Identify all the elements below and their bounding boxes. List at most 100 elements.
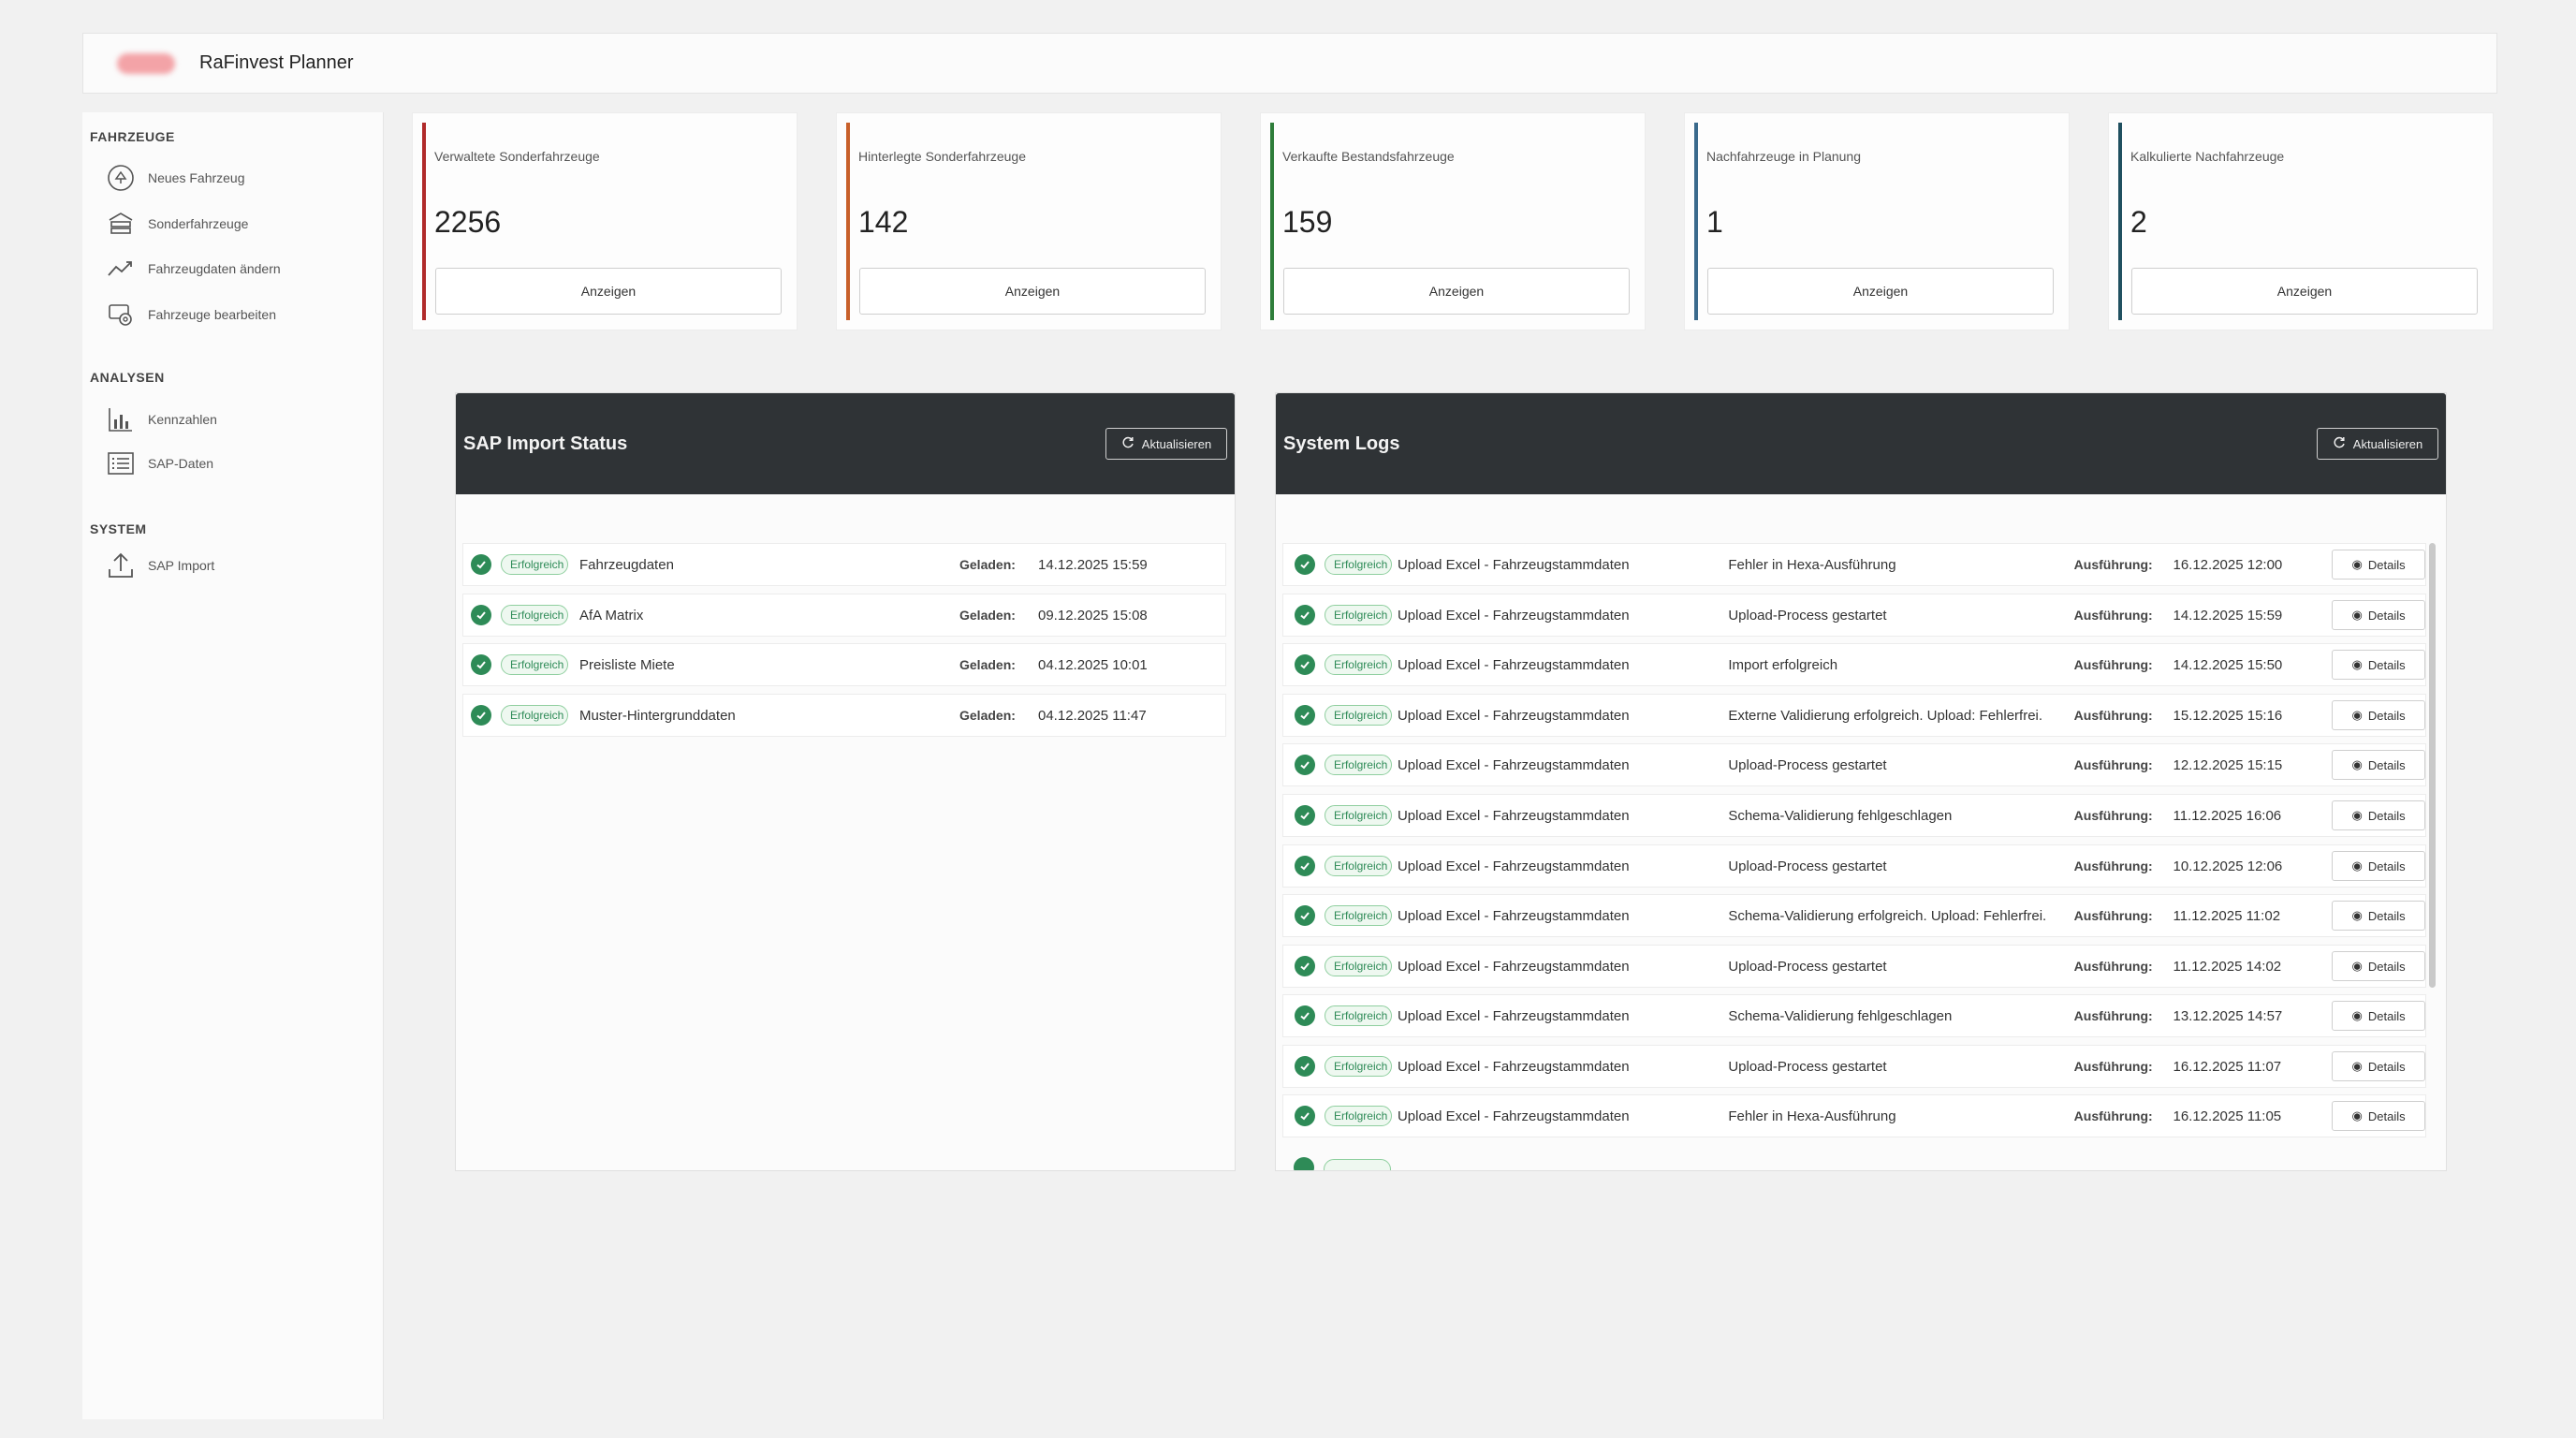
details-label: Details — [2367, 608, 2406, 623]
trend-line-icon — [105, 253, 137, 285]
card-accent-bar — [1694, 123, 1698, 320]
show-button[interactable]: Anzeigen — [2131, 268, 2478, 315]
sidebar-item-special-vehicles[interactable]: Sonderfahrzeuge — [105, 205, 376, 242]
panel-header: System Logs Aktualisieren — [1276, 393, 2446, 494]
execution-label: Ausführung: — [2073, 959, 2153, 974]
execution-date: 12.12.2025 15:15 — [2173, 756, 2283, 773]
eye-icon: ◉ — [2351, 1008, 2363, 1022]
table-row[interactable]: Erfolgreich AfA Matrix Geladen: 09.12.20… — [462, 594, 1226, 637]
details-button[interactable]: ◉ Details — [2332, 851, 2426, 881]
plus-circle-icon — [105, 162, 137, 194]
log-row[interactable]: Erfolgreich Upload Excel - Fahrzeugstamm… — [1282, 945, 2426, 988]
execution-label: Ausführung: — [2073, 1059, 2153, 1074]
card-title: Verwaltete Sonderfahrzeuge — [434, 149, 600, 164]
details-button[interactable]: ◉ Details — [2332, 1101, 2426, 1131]
show-button[interactable]: Anzeigen — [1283, 268, 1630, 315]
eye-icon: ◉ — [2351, 757, 2363, 771]
log-message: Upload-Process gestartet — [1728, 756, 1887, 773]
details-button[interactable]: ◉ Details — [2332, 700, 2426, 730]
log-message: Schema-Validierung fehlgeschlagen — [1728, 1007, 1953, 1024]
log-message: Upload-Process gestartet — [1728, 958, 1887, 975]
show-button[interactable]: Anzeigen — [435, 268, 782, 315]
sidebar-section-title: Analysen — [90, 370, 165, 385]
status-badge: Erfolgreich — [1324, 654, 1392, 675]
details-button[interactable]: ◉ Details — [2332, 800, 2426, 830]
card-value: 159 — [1282, 205, 1333, 239]
sidebar-item-label: Fahrzeuge bearbeiten — [148, 307, 276, 322]
logs-scrollbar[interactable] — [2429, 543, 2436, 988]
brand-logo[interactable] — [117, 52, 175, 74]
log-row[interactable]: Erfolgreich Upload Excel - Fahrzeugstamm… — [1282, 1045, 2426, 1088]
sidebar-item-sap-data[interactable]: SAP-Daten — [105, 445, 376, 482]
gear-car-icon — [105, 299, 137, 330]
log-job: Upload Excel - Fahrzeugstammdaten — [1397, 1007, 1630, 1024]
status-badge: Erfolgreich — [1324, 605, 1392, 625]
refresh-button[interactable]: Aktualisieren — [1105, 428, 1227, 460]
sidebar-item-change-vehicle-data[interactable]: Fahrzeugdaten ändern — [105, 250, 376, 287]
status-badge: Erfolgreich — [501, 654, 568, 675]
status-badge: Erfolgreich — [1324, 1106, 1392, 1126]
execution-date: 14.12.2025 15:59 — [2173, 607, 2283, 624]
details-button[interactable]: ◉ Details — [2332, 1001, 2426, 1031]
loaded-date: 14.12.2025 15:59 — [1038, 556, 1148, 573]
log-job: Upload Excel - Fahrzeugstammdaten — [1397, 656, 1630, 673]
loaded-label: Geladen: — [959, 557, 1016, 572]
log-row[interactable]: Erfolgreich Upload Excel - Fahrzeugstamm… — [1282, 694, 2426, 737]
details-button[interactable]: ◉ Details — [2332, 750, 2426, 780]
log-row[interactable]: Erfolgreich Upload Excel - Fahrzeugstamm… — [1282, 543, 2426, 586]
table-row[interactable]: Erfolgreich Preisliste Miete Geladen: 04… — [462, 643, 1226, 686]
sidebar-item-label: Fahrzeugdaten ändern — [148, 261, 281, 276]
loaded-label: Geladen: — [959, 708, 1016, 723]
details-button[interactable]: ◉ Details — [2332, 550, 2426, 580]
log-row[interactable]: Erfolgreich Upload Excel - Fahrzeugstamm… — [1282, 794, 2426, 837]
show-button[interactable]: Anzeigen — [1707, 268, 2054, 315]
log-message: Externe Validierung erfolgreich. Upload:… — [1728, 707, 2043, 724]
table-row[interactable]: Erfolgreich Fahrzeugdaten Geladen: 14.12… — [462, 543, 1226, 586]
eye-icon: ◉ — [2351, 1059, 2363, 1073]
log-job: Upload Excel - Fahrzeugstammdaten — [1397, 707, 1630, 724]
log-job: Upload Excel - Fahrzeugstammdaten — [1397, 958, 1630, 975]
log-row[interactable]: Erfolgreich Upload Excel - Fahrzeugstamm… — [1282, 844, 2426, 888]
details-button[interactable]: ◉ Details — [2332, 901, 2426, 931]
status-badge: Erfolgreich — [1324, 856, 1392, 876]
import-name: Fahrzeugdaten — [579, 556, 674, 573]
panel-title: SAP Import Status — [463, 433, 628, 454]
sidebar-item-kpis[interactable]: Kennzahlen — [105, 401, 376, 438]
log-row[interactable]: Erfolgreich Upload Excel - Fahrzeugstamm… — [1282, 743, 2426, 786]
details-button[interactable]: ◉ Details — [2332, 650, 2426, 680]
log-message: Import erfolgreich — [1728, 656, 1838, 673]
log-message: Schema-Validierung fehlgeschlagen — [1728, 807, 1953, 824]
execution-date: 14.12.2025 15:50 — [2173, 656, 2283, 673]
details-button[interactable]: ◉ Details — [2332, 1051, 2426, 1081]
card-accent-bar — [2118, 123, 2122, 320]
check-circle-icon — [1294, 1157, 1314, 1170]
log-message: Fehler in Hexa-Ausführung — [1728, 1108, 1896, 1124]
execution-date: 16.12.2025 11:07 — [2173, 1058, 2282, 1075]
check-circle-icon — [471, 554, 491, 575]
details-label: Details — [2367, 1008, 2406, 1023]
sidebar-item-new-vehicle[interactable]: Neues Fahrzeug — [105, 159, 376, 197]
execution-date: 10.12.2025 12:06 — [2173, 858, 2283, 874]
log-row[interactable]: Erfolgreich Upload Excel - Fahrzeugstamm… — [1282, 643, 2426, 686]
show-button[interactable]: Anzeigen — [859, 268, 1206, 315]
log-row[interactable]: Erfolgreich Upload Excel - Fahrzeugstamm… — [1282, 594, 2426, 637]
eye-icon: ◉ — [2351, 608, 2363, 622]
loaded-date: 04.12.2025 10:01 — [1038, 656, 1148, 673]
check-circle-icon — [1295, 1056, 1315, 1077]
log-row[interactable]: Erfolgreich Upload Excel - Fahrzeugstamm… — [1282, 894, 2426, 937]
execution-date: 11.12.2025 14:02 — [2173, 958, 2282, 975]
eye-icon: ◉ — [2351, 657, 2363, 671]
log-row[interactable]: Erfolgreich Upload Excel - Fahrzeugstamm… — [1282, 1094, 2426, 1137]
check-circle-icon — [1295, 856, 1315, 876]
execution-label: Ausführung: — [2073, 608, 2153, 623]
details-button[interactable]: ◉ Details — [2332, 951, 2426, 981]
table-row[interactable]: Erfolgreich Muster-Hintergrunddaten Gela… — [462, 694, 1226, 737]
sidebar-item-sap-import[interactable]: SAP Import — [105, 547, 376, 584]
details-button[interactable]: ◉ Details — [2332, 600, 2426, 630]
sidebar-item-edit-vehicles[interactable]: Fahrzeuge bearbeiten — [105, 296, 376, 333]
log-row[interactable]: Erfolgreich Upload Excel - Fahrzeugstamm… — [1282, 994, 2426, 1037]
refresh-button[interactable]: Aktualisieren — [2317, 428, 2438, 460]
check-circle-icon — [471, 654, 491, 675]
check-circle-icon — [471, 605, 491, 625]
details-label: Details — [2367, 657, 2406, 672]
